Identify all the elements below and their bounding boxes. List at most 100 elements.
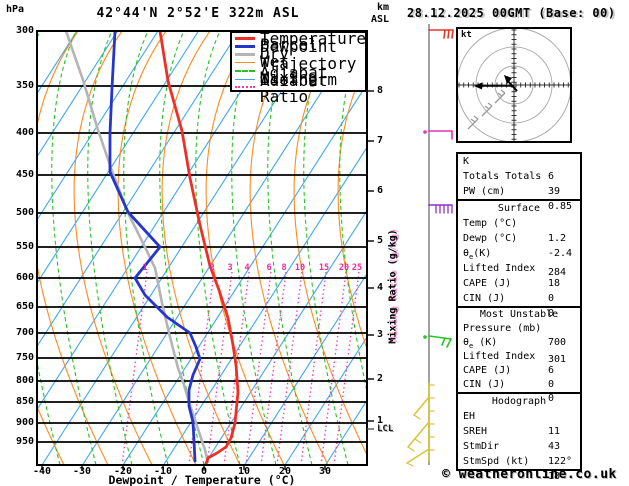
table-row-label: Lifted Index bbox=[463, 351, 536, 362]
station-title: 42°44'N 2°52'E 322m ASL bbox=[96, 6, 300, 21]
pressure-tick-label: 450 bbox=[15, 169, 34, 180]
table-row: Dewp (°C) -2.4 bbox=[458, 231, 580, 259]
table-row: PW (cm) 0.85 bbox=[458, 184, 580, 212]
altitude-tick-label: 3 bbox=[377, 329, 384, 340]
hodograph-unit-label: kt bbox=[461, 30, 472, 40]
wind-barb bbox=[446, 338, 452, 348]
table-row-label: Dewp (°C) bbox=[463, 233, 518, 244]
pressure-unit-label: hPa bbox=[6, 4, 25, 15]
table-row: StmDir 122° bbox=[458, 439, 580, 467]
wind-barb bbox=[406, 462, 414, 467]
wind-barb bbox=[414, 438, 422, 444]
table-row-label: K bbox=[463, 156, 470, 167]
isotherm-line bbox=[163, 146, 367, 465]
table-row-value: 0 bbox=[548, 393, 555, 404]
isotherm-line bbox=[203, 209, 367, 465]
table-row-value: 700 bbox=[548, 337, 567, 348]
wind-barb bbox=[406, 448, 430, 464]
wind-barb bbox=[407, 446, 415, 452]
temperature-tick-label: -40 bbox=[32, 466, 52, 477]
table-row: CAPE (J) 0 bbox=[458, 364, 580, 390]
mixing-ratio-tick-label: 10 bbox=[294, 263, 306, 273]
wet-adiabat-line bbox=[195, 31, 241, 465]
table-row: StmSpd (kt) 18 bbox=[458, 454, 580, 482]
table-row: Totals Totals 39 bbox=[458, 169, 580, 197]
wind-barb bbox=[447, 29, 450, 39]
legend-item-label: Parcel Trajectory bbox=[260, 35, 357, 74]
mixing-ratio-line bbox=[121, 271, 148, 465]
legend-item: Temperature bbox=[235, 29, 366, 48]
table-row: CIN (J) 0 bbox=[458, 291, 580, 319]
pressure-tick-label: 800 bbox=[15, 375, 34, 386]
table-row-value: 1.2 bbox=[548, 233, 567, 244]
dry-adiabat-line bbox=[37, 31, 109, 465]
lcl-label: LCL bbox=[377, 424, 394, 434]
table-row: CAPE (J) 0 bbox=[458, 276, 580, 304]
table-row-label: θe (K) bbox=[463, 337, 498, 350]
table-row-label: CIN (J) bbox=[463, 379, 506, 390]
table-row-label: CIN (J) bbox=[463, 293, 506, 304]
pressure-tick-label: 400 bbox=[15, 127, 34, 138]
table-row-value: 122° bbox=[548, 456, 573, 467]
pressure-tick-label: 350 bbox=[15, 80, 34, 91]
pressure-tick-label: 650 bbox=[15, 301, 34, 312]
table-row: θe(K) 284 bbox=[458, 246, 580, 278]
legend-item-label: Isotherm bbox=[260, 69, 338, 89]
table-row-value: 11 bbox=[548, 426, 561, 437]
mixing-ratio-tick-label: 15 bbox=[318, 263, 330, 273]
table-row-label: CAPE (J) bbox=[463, 365, 512, 376]
altitude-unit-km: km bbox=[377, 2, 390, 13]
wet-adiabat-line bbox=[412, 31, 456, 465]
dry-adiabat-line bbox=[161, 31, 241, 465]
isotherm-line bbox=[37, 31, 199, 285]
wet-adiabat-line bbox=[87, 31, 133, 465]
wind-barb bbox=[413, 414, 421, 420]
table-row-label: CAPE (J) bbox=[463, 278, 512, 289]
table-row-label: SREH bbox=[463, 426, 488, 437]
barb-level-dot bbox=[423, 130, 427, 134]
wind-barb bbox=[443, 29, 446, 39]
wet-adiabat-line bbox=[51, 31, 97, 465]
pressure-tick-label: 900 bbox=[15, 417, 34, 428]
legend-item: Parcel Trajectory bbox=[235, 35, 365, 73]
legend-item-label: Mixing Ratio bbox=[260, 68, 318, 107]
hodograph-ring-marker bbox=[467, 118, 479, 130]
table-row-label: StmDir bbox=[463, 441, 500, 452]
table-row: Temp (°C) 1.2 bbox=[458, 216, 580, 244]
pressure-tick-label: 850 bbox=[15, 396, 34, 407]
indices-table-section: K 6 Totals Totals 39 PW (cm) 0.85 bbox=[456, 152, 582, 212]
isotherm-line bbox=[37, 31, 118, 158]
altitude-tick-label: 4 bbox=[377, 282, 384, 293]
table-row-value: 43 bbox=[548, 441, 561, 452]
table-row: SREH 43 bbox=[458, 424, 580, 452]
table-row: Lifted Index 6 bbox=[458, 350, 580, 376]
table-row-label: Lifted Index bbox=[463, 263, 536, 274]
table-row-value: 6 bbox=[548, 171, 555, 182]
temperature-tick-label: 30 bbox=[318, 466, 332, 477]
wet-adiabat-line bbox=[159, 31, 205, 465]
hodograph-ring-marker bbox=[481, 105, 493, 117]
dry-adiabat-line bbox=[205, 31, 285, 465]
table-row-value: 39 bbox=[548, 186, 561, 197]
hodograph-border bbox=[456, 27, 572, 143]
mixing-ratio-tick-label: 8 bbox=[281, 263, 287, 273]
isotherm-line bbox=[37, 31, 280, 411]
table-row-label: θe(K) bbox=[463, 248, 492, 261]
isotherm-line bbox=[284, 335, 367, 465]
plot-border bbox=[36, 30, 368, 466]
table-section-header: Surface bbox=[497, 203, 541, 214]
temperature-tick-label: -30 bbox=[72, 466, 92, 477]
isotherm-swatch bbox=[235, 78, 255, 80]
hodograph bbox=[456, 27, 572, 143]
table-row-value: 0 bbox=[548, 293, 555, 304]
temperature-curve bbox=[158, 31, 240, 465]
run-date-label: 28.12.2025 00GMT (Base: 00) bbox=[407, 6, 616, 20]
mixing-ratio-tick-label: 2 bbox=[209, 263, 215, 273]
wind-barb bbox=[441, 337, 446, 346]
table-row-label: EH bbox=[463, 411, 476, 422]
isotherm-line bbox=[82, 31, 361, 465]
table-row-label: Pressure (mb) bbox=[463, 323, 542, 334]
mixing-ratio-tick-label: 6 bbox=[266, 263, 272, 273]
